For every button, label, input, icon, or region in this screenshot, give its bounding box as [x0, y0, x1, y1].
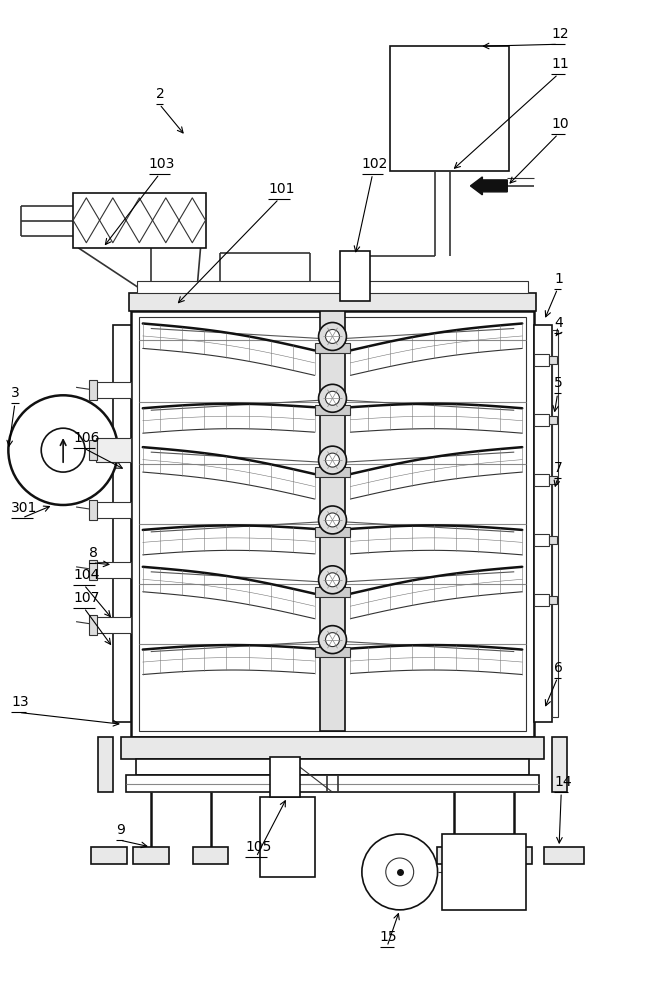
- Bar: [315, 527, 350, 537]
- Bar: [315, 343, 350, 353]
- Bar: [96, 562, 131, 578]
- Circle shape: [319, 506, 346, 534]
- Bar: [121, 737, 544, 759]
- Bar: [315, 647, 350, 657]
- Text: 102: 102: [362, 157, 388, 171]
- Bar: [315, 405, 350, 415]
- Bar: [113, 325, 131, 722]
- Text: 3: 3: [11, 386, 20, 400]
- Bar: [437, 847, 472, 864]
- Circle shape: [325, 391, 340, 405]
- Text: 8: 8: [89, 546, 98, 560]
- Text: 2: 2: [155, 87, 165, 101]
- Bar: [96, 617, 131, 633]
- Text: 15: 15: [380, 930, 398, 944]
- Bar: [137, 281, 528, 293]
- Circle shape: [325, 453, 340, 467]
- Bar: [549, 536, 557, 544]
- Bar: [96, 382, 131, 398]
- Circle shape: [325, 633, 340, 647]
- Circle shape: [325, 573, 340, 587]
- Text: 1: 1: [554, 272, 563, 286]
- Circle shape: [319, 384, 346, 412]
- Text: 10: 10: [551, 117, 569, 131]
- Bar: [260, 797, 315, 877]
- Text: 104: 104: [73, 568, 99, 582]
- Circle shape: [386, 858, 414, 886]
- Bar: [133, 847, 169, 864]
- Bar: [96, 438, 131, 462]
- Text: 11: 11: [551, 57, 569, 71]
- Bar: [534, 534, 549, 546]
- Bar: [89, 440, 97, 460]
- Bar: [73, 193, 205, 248]
- Bar: [89, 500, 97, 520]
- Bar: [549, 356, 557, 364]
- Text: 14: 14: [554, 775, 572, 789]
- Bar: [549, 416, 557, 424]
- Bar: [193, 847, 228, 864]
- Bar: [534, 354, 549, 366]
- Circle shape: [325, 329, 340, 343]
- Bar: [534, 414, 549, 426]
- Bar: [549, 596, 557, 604]
- Bar: [442, 834, 526, 910]
- Bar: [139, 317, 526, 731]
- Bar: [319, 291, 346, 731]
- Bar: [549, 476, 557, 484]
- Text: 12: 12: [551, 27, 569, 41]
- Bar: [98, 737, 113, 792]
- Circle shape: [319, 322, 346, 350]
- Circle shape: [319, 626, 346, 654]
- Bar: [89, 380, 97, 400]
- Bar: [96, 502, 131, 518]
- Bar: [89, 615, 97, 635]
- Bar: [89, 560, 97, 580]
- Text: 101: 101: [268, 182, 295, 196]
- Circle shape: [362, 834, 438, 910]
- Text: 301: 301: [11, 501, 38, 515]
- Bar: [126, 775, 539, 792]
- Text: 105: 105: [245, 840, 271, 854]
- FancyArrow shape: [470, 177, 508, 195]
- Bar: [390, 46, 510, 171]
- Bar: [136, 759, 529, 775]
- Bar: [552, 737, 567, 792]
- Bar: [91, 847, 127, 864]
- Text: 9: 9: [116, 823, 125, 837]
- Text: 5: 5: [554, 376, 563, 390]
- Text: 103: 103: [149, 157, 175, 171]
- Bar: [131, 311, 534, 737]
- Bar: [270, 757, 300, 797]
- Text: 4: 4: [554, 316, 563, 330]
- Bar: [129, 293, 536, 311]
- Text: 6: 6: [554, 661, 563, 675]
- Bar: [552, 330, 558, 717]
- Bar: [340, 251, 370, 301]
- Text: 106: 106: [73, 431, 99, 445]
- Text: 13: 13: [11, 695, 29, 709]
- Circle shape: [319, 566, 346, 594]
- Bar: [534, 325, 552, 722]
- Circle shape: [325, 513, 340, 527]
- Bar: [96, 442, 131, 458]
- Bar: [315, 587, 350, 597]
- Bar: [496, 847, 532, 864]
- Text: 7: 7: [554, 461, 563, 475]
- Bar: [534, 474, 549, 486]
- Bar: [534, 594, 549, 606]
- Circle shape: [9, 395, 118, 505]
- Bar: [315, 467, 350, 477]
- Circle shape: [41, 428, 85, 472]
- Bar: [544, 847, 584, 864]
- Text: 107: 107: [73, 591, 99, 605]
- Circle shape: [319, 446, 346, 474]
